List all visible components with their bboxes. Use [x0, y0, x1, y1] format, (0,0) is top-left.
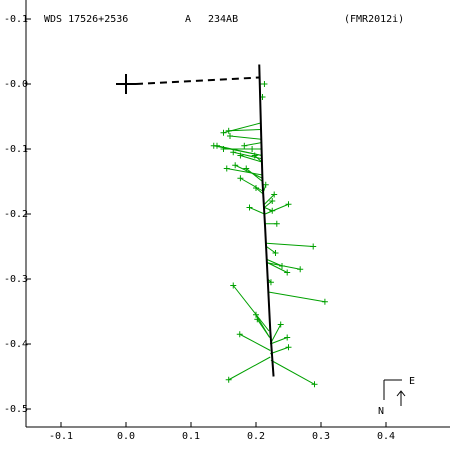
orbit-layer [135, 64, 275, 377]
residual-line [269, 324, 282, 345]
residual-line [234, 164, 263, 179]
wds-id: WDS 17526+2536 [44, 14, 128, 25]
primary-star-marker [116, 74, 136, 94]
observation-point [230, 149, 237, 156]
observation-point [241, 142, 248, 149]
y-tick-label: -0.0 [4, 79, 28, 90]
x-axis-ticks: -0.1 0.0 0.1 0.2 0.3 0.4 [49, 422, 395, 442]
y-axis-ticks: -0.1 -0.0 -0.1 -0.2 -0.3 -0.4 -0.5 [4, 14, 31, 415]
residual-line [239, 333, 271, 351]
residual-line [270, 359, 315, 385]
residual-line [228, 129, 261, 132]
residual-line [264, 207, 273, 212]
y-tick-label: -0.4 [4, 339, 28, 350]
observation-point [261, 81, 268, 87]
observation-point [269, 198, 276, 204]
residual-line [232, 285, 270, 332]
x-tick-label: 0.3 [312, 431, 330, 442]
y-tick-label: -0.5 [4, 404, 28, 415]
observation-point [214, 142, 220, 149]
residual-line [264, 203, 289, 215]
observation-point [220, 146, 227, 152]
x-tick-label: 0.2 [247, 431, 265, 442]
residual-line [254, 155, 263, 163]
observation-point [223, 165, 230, 172]
y-tick-label: -0.2 [4, 209, 28, 220]
observation-point [225, 376, 232, 383]
residual-line [268, 291, 325, 303]
observation-point [285, 344, 292, 351]
observation-point [279, 263, 285, 269]
node-dash-line [135, 76, 260, 85]
residual-line [244, 142, 262, 147]
observation-point [311, 381, 318, 388]
compass-north-label: N [378, 406, 384, 417]
pair-label: 234AB [208, 14, 238, 25]
y-tick-label: -0.1 [4, 14, 28, 25]
observation-point [225, 127, 232, 134]
observation-point [272, 250, 279, 256]
residual-line [249, 207, 265, 215]
residual-line [240, 155, 262, 163]
observation-point [220, 129, 227, 136]
observation-point [277, 321, 284, 328]
observation-point [273, 220, 280, 227]
observation-point [269, 207, 276, 214]
residual-line [270, 346, 289, 355]
observation-markers [210, 81, 328, 388]
observation-point [253, 185, 259, 191]
observation-point [249, 146, 256, 152]
observation-point [232, 162, 239, 169]
observation-point [262, 181, 269, 188]
x-tick-label: 0.4 [377, 431, 395, 442]
residual-line [266, 242, 314, 247]
residual-line [245, 168, 263, 182]
x-tick-label: 0.1 [182, 431, 200, 442]
observation-point [321, 298, 328, 305]
observation-point [237, 152, 244, 159]
residual-line [256, 319, 271, 338]
observation-point [271, 191, 278, 198]
observation-point [285, 201, 292, 208]
compass: E N [378, 376, 415, 417]
residual-lines [213, 83, 325, 385]
residual-line [228, 356, 271, 381]
observation-point [251, 152, 258, 159]
residual-line [240, 177, 264, 192]
reference-label: (FMR2012i) [344, 14, 404, 25]
residual-line [264, 200, 273, 208]
observation-point [254, 316, 261, 323]
observation-point [246, 204, 253, 211]
residual-line [270, 337, 288, 345]
observation-point [230, 282, 237, 289]
x-tick-label: -0.1 [49, 431, 73, 442]
residual-line [266, 246, 276, 254]
primary-star-layer [116, 74, 136, 94]
residual-line [267, 262, 288, 273]
observation-point [310, 243, 317, 250]
observation-point [227, 133, 233, 139]
observation-point [267, 279, 274, 286]
plot-header: WDS 17526+2536 A 234AB (FMR2012i) [44, 14, 404, 25]
x-tick-label: 0.0 [117, 431, 135, 442]
observation-point [253, 311, 259, 318]
observation-point [236, 331, 243, 338]
component-tag: A [185, 14, 191, 25]
residual-line [229, 135, 262, 140]
y-tick-label: -0.3 [4, 274, 28, 285]
residual-line [226, 168, 263, 176]
orbit-line [258, 64, 275, 377]
observation-point [284, 269, 291, 276]
y-tick-label: -0.1 [4, 144, 28, 155]
observation-point [243, 165, 250, 172]
observation-point [237, 175, 244, 182]
compass-east-label: E [409, 376, 415, 387]
residual-line [264, 194, 275, 205]
observation-point [284, 334, 291, 341]
compass-arrow-head [396, 390, 406, 397]
observation-point [297, 266, 304, 273]
